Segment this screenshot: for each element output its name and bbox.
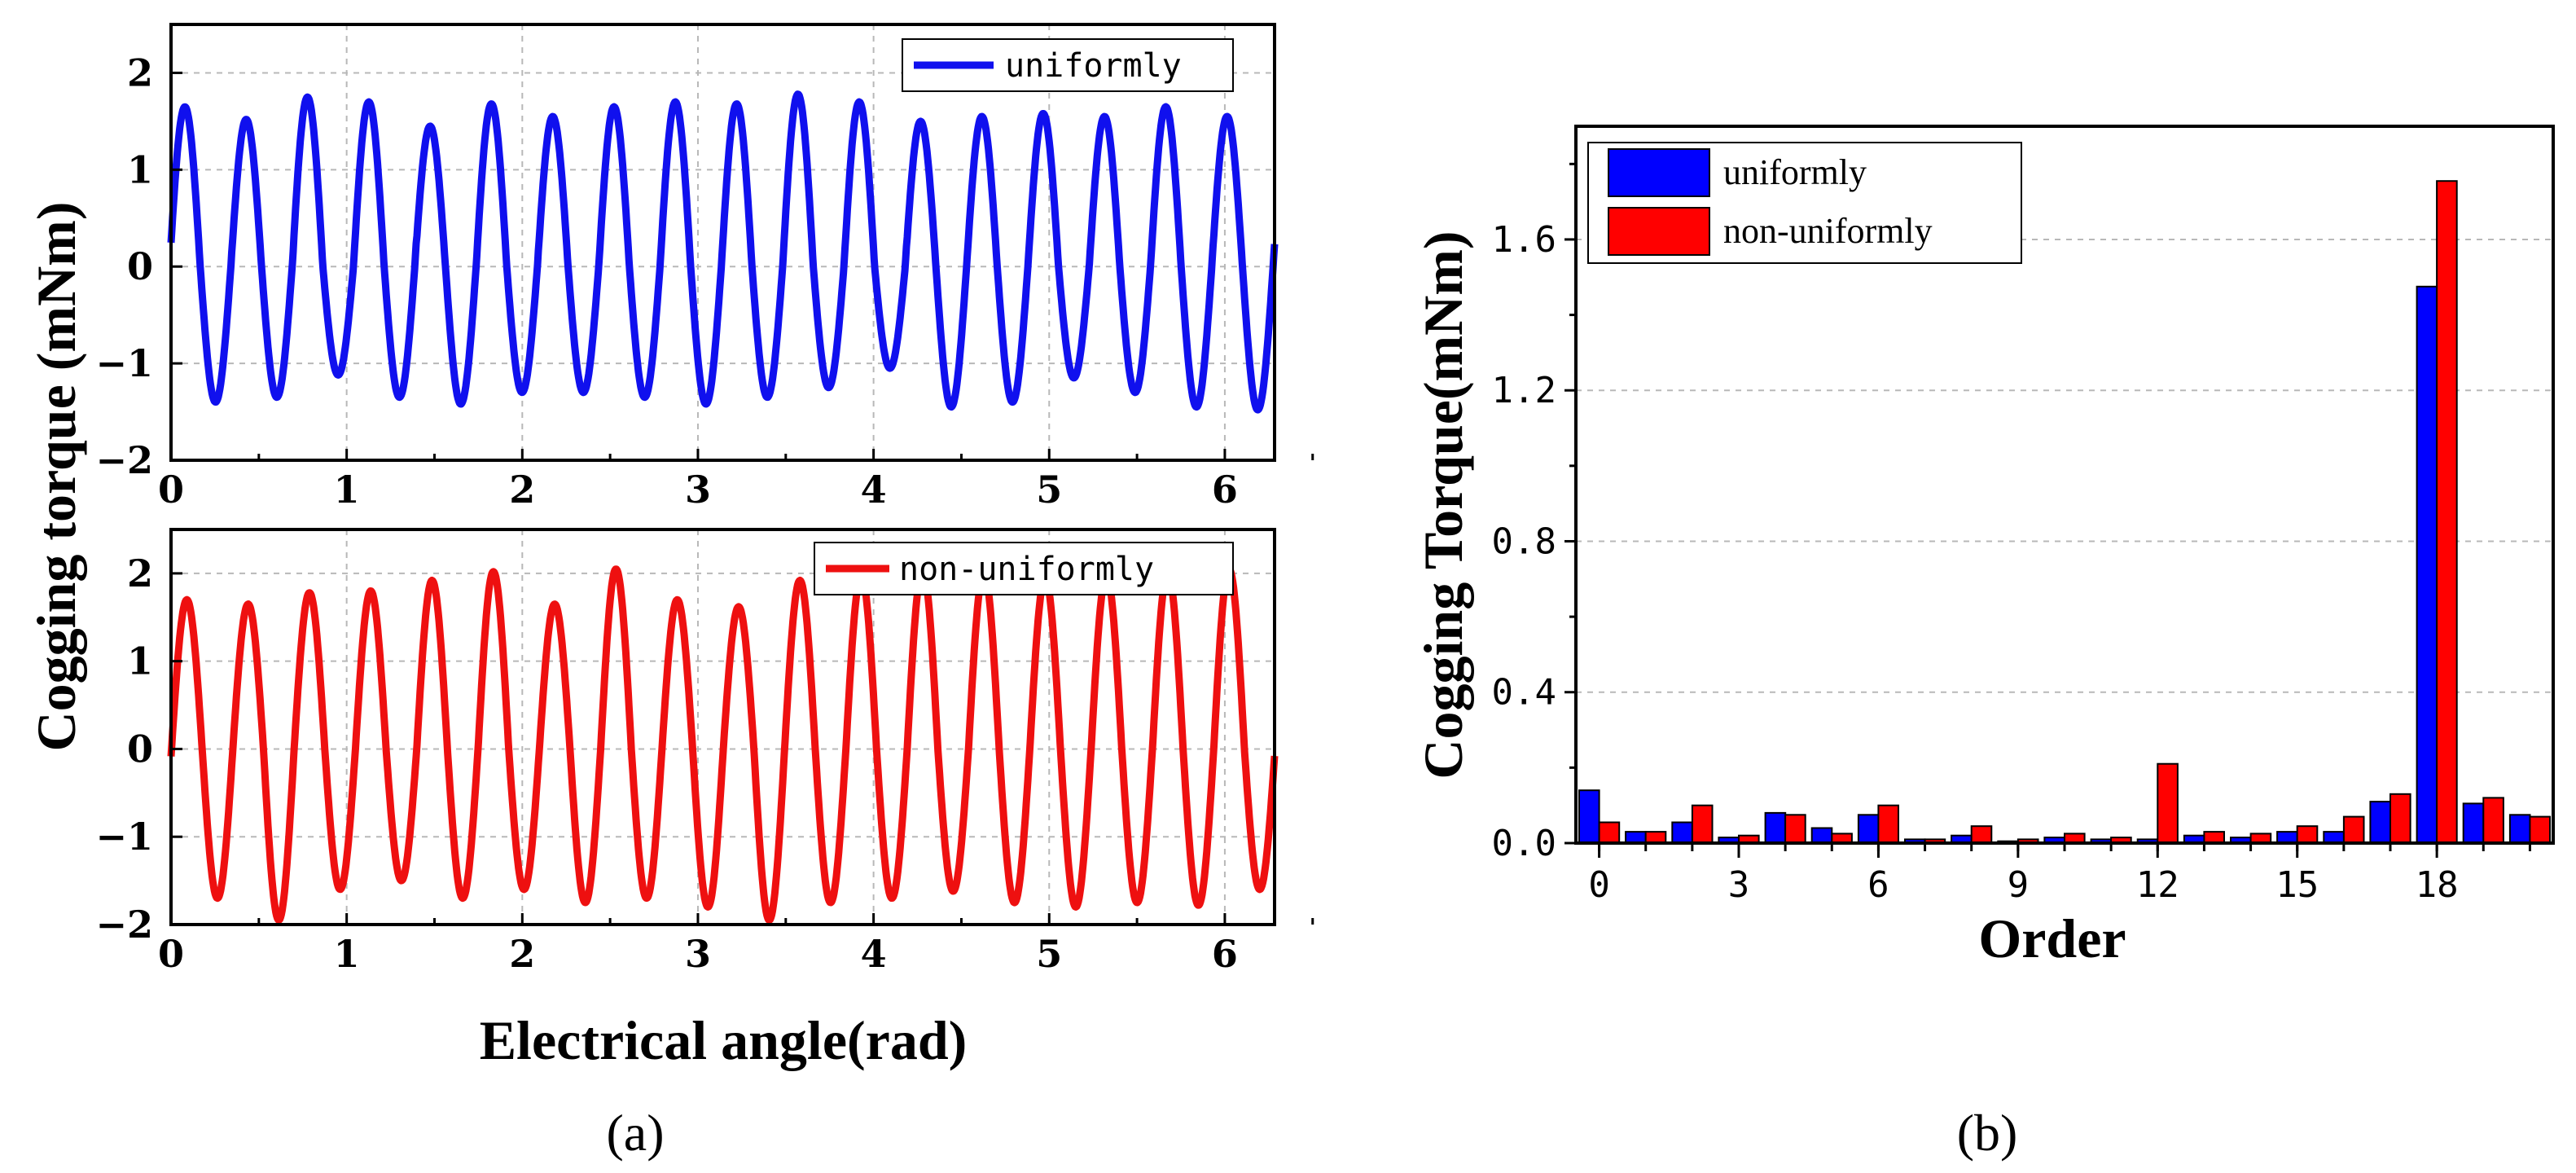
y-tick-label: 0.0 xyxy=(1492,823,1556,864)
bar-non-uniformly-order-18 xyxy=(2436,180,2458,844)
y-tick-label: −2 xyxy=(95,438,153,482)
bar-non-uniformly-order-19 xyxy=(2482,797,2504,845)
bar-non-uniformly-order-1 xyxy=(1644,831,1667,844)
bar-non-uniformly-order-20 xyxy=(2529,815,2551,844)
plot-frame xyxy=(169,528,1276,926)
ticks: 0 1 2 3 4 5 6 2 1 0 −1 −2 xyxy=(95,551,1314,976)
x-tick-label: 15 xyxy=(2275,864,2319,906)
subplot-order-spectrum: 0.0 0.4 0.8 1.2 1.6 0 3 6 9 12 15 18 uniformly non-… xyxy=(1492,125,2555,906)
x-tick-label: 6 xyxy=(1867,864,1889,906)
legend-swatch-uniformly xyxy=(1608,148,1710,197)
ticks: 0 1 2 3 4 5 6 2 1 0 −1 −2 xyxy=(95,51,1314,512)
x-tick-label: 12 xyxy=(2136,864,2179,906)
panel-label-a: (a) xyxy=(606,1104,664,1162)
bar-non-uniformly-order-15 xyxy=(2296,825,2319,845)
bar-non-uniformly-order-2 xyxy=(1691,804,1714,845)
x-tick-label: 9 xyxy=(2008,864,2030,906)
subplot-non-uniformly: 0 1 2 3 4 5 6 2 1 0 −1 −2 non-uniformly xyxy=(95,528,1314,976)
bars xyxy=(1578,180,2551,845)
y-axis-title-b: Cogging Torque(mNm) xyxy=(1412,231,1474,779)
x-tick-label: 3 xyxy=(685,932,711,976)
bar-uniformly-order-2 xyxy=(1671,821,1693,844)
x-tick-label: 0 xyxy=(158,932,184,976)
legend-label-non-uniformly: non-uniformly xyxy=(1723,211,1933,251)
legend-non-uniformly: non-uniformly xyxy=(814,542,1234,595)
grid xyxy=(1576,238,2553,693)
ticks: 0.0 0.4 0.8 1.2 1.6 0 3 6 9 12 15 18 xyxy=(1492,162,2531,906)
bar-uniformly-order-18 xyxy=(2416,285,2438,844)
y-tick-label: 0 xyxy=(127,244,153,288)
y-tick-label: 2 xyxy=(127,551,153,595)
y-tick-label: 0.4 xyxy=(1492,672,1556,714)
x-tick-label: 0 xyxy=(1588,864,1610,906)
legend-swatch-non-uniformly xyxy=(1608,207,1710,256)
x-tick-label: 3 xyxy=(685,468,711,512)
bar-uniformly-order-17 xyxy=(2369,801,2391,844)
x-tick-label: 4 xyxy=(861,932,887,976)
bar-non-uniformly-order-16 xyxy=(2342,815,2365,844)
x-tick-label: 1 xyxy=(334,932,360,976)
x-tick-label: 1 xyxy=(334,468,360,512)
legend-uniformly: uniformly xyxy=(902,38,1234,92)
x-tick-label: 6 xyxy=(1212,468,1238,512)
x-tick-label: 18 xyxy=(2416,864,2459,906)
plot-frame xyxy=(169,23,1276,462)
x-tick-label: 0 xyxy=(158,468,184,512)
bar-uniformly-order-15 xyxy=(2276,831,2298,844)
subplot-uniformly: 0 1 2 3 4 5 6 2 1 0 −1 −2 uniformly xyxy=(95,23,1314,512)
y-tick-label: 1 xyxy=(127,639,153,683)
legend-label-uniformly: uniformly xyxy=(1723,152,1867,192)
panel-label-b: (b) xyxy=(1957,1104,2018,1162)
x-tick-label: 6 xyxy=(1212,932,1238,976)
bar-uniformly-order-20 xyxy=(2508,814,2531,844)
x-tick-label: 2 xyxy=(509,932,535,976)
x-tick-label: 2 xyxy=(509,468,535,512)
bar-non-uniformly-order-17 xyxy=(2389,793,2411,844)
y-tick-label: 1.2 xyxy=(1492,370,1556,411)
bar-uniformly-order-19 xyxy=(2462,802,2485,845)
legend-label-uniformly: uniformly xyxy=(1005,47,1182,85)
bar-non-uniformly-order-8 xyxy=(1970,825,1993,845)
y-tick-label: 1 xyxy=(127,147,153,191)
y-tick-label: 0 xyxy=(127,727,153,771)
bar-uniformly-order-1 xyxy=(1625,831,1647,844)
x-axis-title-a: Electrical angle(rad) xyxy=(480,1009,968,1071)
bar-uniformly-order-16 xyxy=(2323,831,2345,844)
x-tick-label: 5 xyxy=(1036,932,1062,976)
series-line-uniformly xyxy=(167,90,1279,414)
bar-non-uniformly-order-12 xyxy=(2157,762,2179,845)
bar-non-uniformly-order-0 xyxy=(1598,821,1621,844)
bar-uniformly-order-4 xyxy=(1764,811,1787,845)
legend: uniformly non-uniformly xyxy=(1587,142,2022,264)
series-line-non-uniformly xyxy=(167,565,1279,925)
bar-non-uniformly-order-6 xyxy=(1877,804,1899,845)
y-tick-label: 0.8 xyxy=(1492,521,1556,562)
bar-uniformly-order-5 xyxy=(1810,827,1833,844)
x-tick-label: 3 xyxy=(1728,864,1750,906)
y-axis-title-a: Cogging torque (mNm) xyxy=(25,202,87,752)
y-tick-label: 1.6 xyxy=(1492,219,1556,261)
legend-label-non-uniformly: non-uniformly xyxy=(899,551,1154,588)
x-tick-label: 5 xyxy=(1036,468,1062,512)
x-tick-label: 4 xyxy=(861,468,887,512)
y-tick-label: −1 xyxy=(95,341,153,385)
bar-non-uniformly-order-13 xyxy=(2203,831,2225,844)
x-axis-title-b: Order xyxy=(1978,907,2126,969)
y-tick-label: −1 xyxy=(95,815,153,859)
bar-non-uniformly-order-4 xyxy=(1784,814,1806,844)
bar-uniformly-order-0 xyxy=(1578,789,1600,845)
y-tick-label: −2 xyxy=(95,903,153,947)
bar-uniformly-order-6 xyxy=(1857,814,1880,844)
y-tick-label: 2 xyxy=(127,51,153,94)
